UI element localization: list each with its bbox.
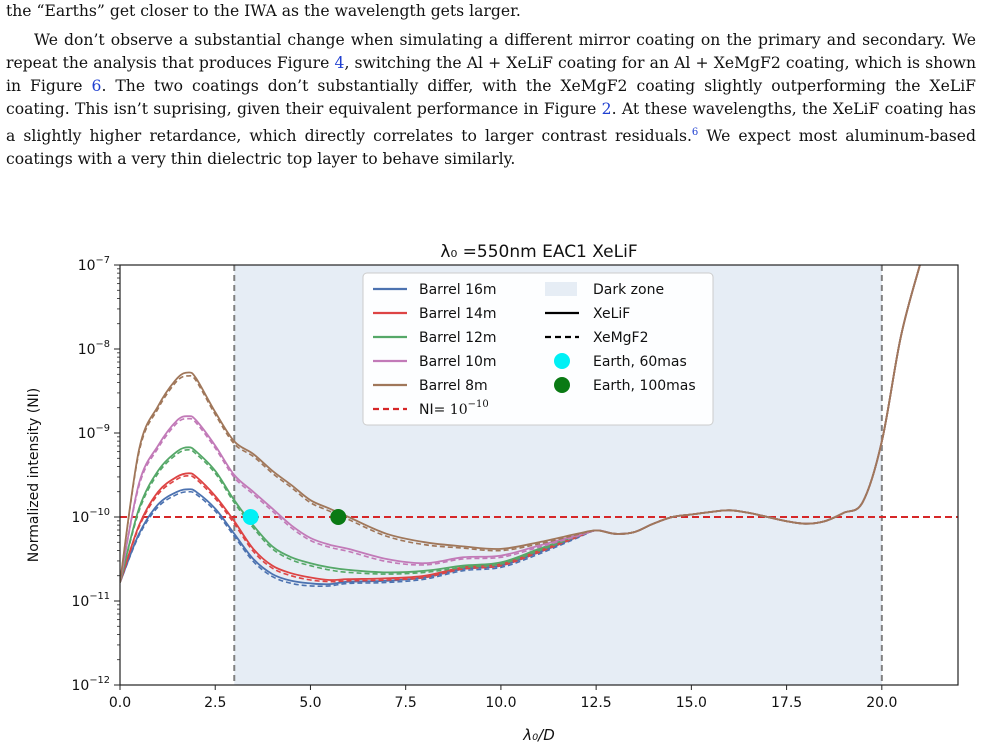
series-line-xelif (120, 265, 921, 583)
power-exponent: −9 (96, 423, 110, 434)
y-tick-label: 10−12 (71, 675, 110, 694)
power-base: 10 (71, 594, 89, 610)
threshold-exponent: −10 (468, 399, 489, 410)
y-tick-label: 10−7 (78, 255, 110, 274)
y-tick-label: 10−10 (71, 507, 110, 526)
x-tick-label: 5.0 (299, 695, 321, 711)
x-tick-label: 0.0 (109, 695, 131, 711)
x-tick-label: 2.5 (204, 695, 226, 711)
paragraph-text: We expect most aluminum-based coatings w… (6, 127, 977, 169)
x-tick-label: 17.5 (771, 695, 802, 711)
figure-ref-link[interactable]: 6 (91, 77, 102, 95)
x-tick-label: 7.5 (395, 695, 417, 711)
x-tick-label: 15.0 (676, 695, 707, 711)
paragraph-text: , switching the Al + XeLiF coating for a… (6, 54, 976, 95)
power-exponent: −12 (89, 675, 110, 686)
y-tick-label: 10−11 (71, 591, 110, 610)
y-axis-label: Normalized intensity (NI) (26, 388, 42, 563)
threshold-label-text: NI= (419, 402, 450, 418)
power-exponent: −7 (96, 255, 110, 266)
legend-label: Earth, 60mas (593, 354, 687, 370)
paper-text: the “Earths” get closer to the IWA as th… (6, 0, 976, 171)
figure-ref-link[interactable]: 4 (334, 54, 345, 72)
power-base: 10 (71, 678, 89, 694)
legend-threshold-label: NI= 10−10 (419, 399, 489, 418)
power-exponent: −8 (96, 339, 110, 350)
legend-swatch (545, 282, 577, 296)
power-base: 10 (71, 510, 89, 526)
series-line-xemgf2 (120, 265, 921, 587)
legend-swatch (554, 353, 570, 369)
x-axis-label: λ₀/D (522, 726, 555, 744)
nearfield-contrast-chart: 0.0 2.5 5.0 7.5 10.0 12.5 15.0 17.5 20.010−1210−… (26, 242, 959, 744)
series-line-xemgf2 (120, 265, 921, 583)
paragraph-text: . The two coatings don’t substantially d… (6, 77, 976, 118)
legend-label: Barrel 16m (419, 282, 497, 298)
earth-marker (330, 509, 347, 525)
legend-label: Earth, 100mas (593, 378, 696, 394)
x-tick-label: 10.0 (485, 695, 516, 711)
legend-box (362, 272, 714, 426)
x-tick-label: 12.5 (581, 695, 612, 711)
series-line-xemgf2 (120, 265, 921, 583)
threshold-base: 10 (450, 402, 468, 418)
legend-label: XeMgF2 (593, 330, 649, 346)
x-tick-label: 20.0 (866, 695, 897, 711)
legend-label: Barrel 8m (419, 378, 488, 394)
paper-paragraph: We don’t observe a substantial change wh… (6, 29, 976, 171)
paper-line-1: the “Earths” get closer to the IWA as th… (6, 2, 521, 20)
figure-ref-link[interactable]: 2 (601, 100, 612, 118)
power-base: 10 (78, 258, 96, 274)
legend-label: Barrel 14m (419, 306, 497, 322)
power-exponent: −10 (89, 507, 110, 518)
power-base: 10 (78, 426, 96, 442)
power-exponent: −11 (89, 591, 110, 602)
legend-label: XeLiF (593, 306, 630, 322)
y-tick-label: 10−9 (78, 423, 110, 442)
figure-ref-link[interactable]: 6 (691, 127, 699, 138)
power-base: 10 (78, 342, 96, 358)
legend-label: Dark zone (593, 282, 664, 298)
plot-frame (119, 264, 959, 686)
paragraph-text: . At these wavelengths, the XeLiF coatin… (6, 100, 976, 146)
paragraph-text: We don’t observe a substantial change wh… (6, 31, 976, 72)
legend-label: Barrel 10m (419, 354, 497, 370)
earth-marker (242, 509, 259, 525)
legend-label: Barrel 12m (419, 330, 497, 346)
legend-swatch (554, 377, 570, 393)
chart-title: λ₀ =550nm EAC1 XeLiF (440, 242, 637, 262)
y-tick-label: 10−8 (78, 339, 110, 358)
